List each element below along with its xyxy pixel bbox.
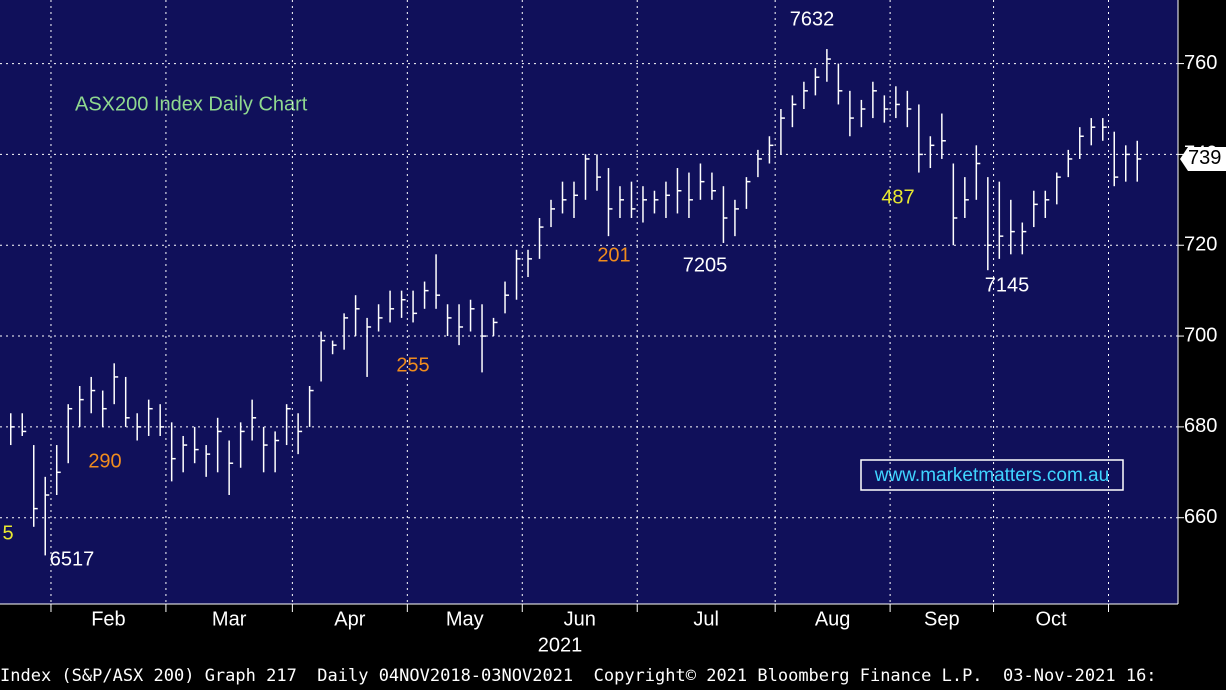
y-tick-label: 660 <box>1184 506 1217 528</box>
x-tick-label: Jun <box>564 608 596 630</box>
x-tick-label: Feb <box>91 608 125 630</box>
plot-area <box>0 0 1178 604</box>
chart-title: ASX200 Index Daily Chart <box>75 93 308 115</box>
watermark: www.marketmatters.com.au <box>874 465 1109 486</box>
y-tick-label: 700 <box>1184 324 1217 346</box>
x-tick-label: Oct <box>1035 608 1067 630</box>
x-tick-label: Jul <box>693 608 719 630</box>
annotation: 487 <box>881 186 914 208</box>
footer: Index (S&P/ASX 200) Graph 217 Daily 04NO… <box>0 666 1157 686</box>
watermark-box <box>860 459 1124 491</box>
annotation: 290 <box>88 450 121 472</box>
x-tick-label: Aug <box>815 608 851 630</box>
x-tick-label: May <box>446 608 484 630</box>
annotation: 201 <box>597 244 630 266</box>
annotation: 7205 <box>683 254 728 276</box>
annotation: 7632 <box>790 8 835 30</box>
x-tick-label: Mar <box>212 608 247 630</box>
x-tick-label: Sep <box>924 608 960 630</box>
annotation: 5 <box>2 522 13 544</box>
year-label: 2021 <box>538 634 583 656</box>
annotation: 6517 <box>50 548 95 570</box>
last-price-label: 739 <box>1188 147 1221 169</box>
annotation: 255 <box>396 354 429 376</box>
y-tick-label: 680 <box>1184 415 1217 437</box>
annotation: 7145 <box>985 274 1030 296</box>
last-price-box <box>1180 146 1226 171</box>
y-tick-label: 720 <box>1184 234 1217 256</box>
y-tick-label: 760 <box>1184 52 1217 74</box>
x-tick-label: Apr <box>334 608 365 630</box>
